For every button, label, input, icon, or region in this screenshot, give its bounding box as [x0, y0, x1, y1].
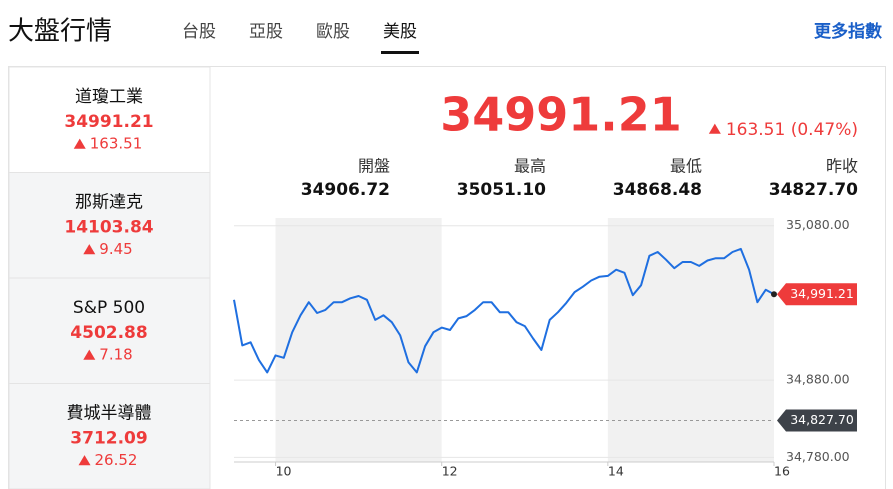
- x-tick-label: 16: [774, 464, 790, 479]
- price-change: 163.51 (0.47%): [726, 120, 858, 140]
- price: 34991.21: [440, 88, 682, 142]
- stat-value: 35051.10: [457, 180, 546, 200]
- last-point: [771, 291, 777, 298]
- up-arrow: [708, 123, 721, 134]
- stat-label: 最高: [514, 157, 546, 176]
- tab-underline: [381, 51, 419, 54]
- page-title: 大盤行情: [8, 17, 112, 47]
- y-tick-label: 35,080.00: [786, 217, 850, 232]
- index-row[interactable]: [8, 172, 211, 279]
- y-tick-label: 34,880.00: [786, 372, 850, 387]
- index-value: 4502.88: [70, 323, 147, 343]
- stat-value: 34868.48: [613, 180, 702, 200]
- index-name: S&P 500: [73, 298, 145, 318]
- index-change: 26.52: [95, 451, 138, 469]
- index-name: 那斯達克: [75, 193, 143, 213]
- tab[interactable]: 亞股: [249, 22, 283, 42]
- stat-label: 昨收: [826, 157, 858, 176]
- up-arrow: [73, 138, 86, 149]
- index-change: 7.18: [99, 346, 132, 364]
- up-arrow: [78, 455, 91, 466]
- index-name: 道瓊工業: [75, 87, 143, 107]
- x-tick-label: 14: [608, 464, 624, 479]
- index-change: 163.51: [90, 135, 143, 153]
- index-name: 費城半導體: [67, 404, 152, 424]
- shaded-band: [275, 218, 442, 462]
- stat-label: 開盤: [358, 157, 390, 176]
- index-value: 14103.84: [64, 218, 153, 238]
- x-tick-label: 12: [442, 464, 458, 479]
- more-link[interactable]: 更多指數: [814, 21, 882, 42]
- tab[interactable]: 美股: [383, 22, 417, 42]
- shaded-band: [607, 218, 774, 462]
- y-tick-label: 34,780.00: [786, 449, 850, 464]
- stat-label: 最低: [670, 157, 702, 176]
- marker-label: 34,991.21: [790, 286, 854, 301]
- index-row[interactable]: [8, 383, 211, 489]
- price-line: [233, 247, 775, 374]
- index-value: 3712.09: [70, 429, 147, 449]
- stat-value: 34827.70: [769, 180, 858, 200]
- marker-tag: [777, 283, 857, 306]
- tab[interactable]: 台股: [182, 22, 216, 42]
- marker-tag: [777, 409, 857, 432]
- marker-label: 34,827.70: [790, 412, 854, 427]
- index-row[interactable]: [8, 277, 211, 384]
- up-arrow: [83, 349, 96, 360]
- x-tick-label: 10: [276, 464, 292, 479]
- stat-value: 34906.72: [301, 180, 390, 200]
- index-value: 34991.21: [64, 112, 153, 132]
- up-arrow: [83, 244, 96, 255]
- index-change: 9.45: [99, 240, 132, 258]
- tab[interactable]: 歐股: [316, 22, 350, 42]
